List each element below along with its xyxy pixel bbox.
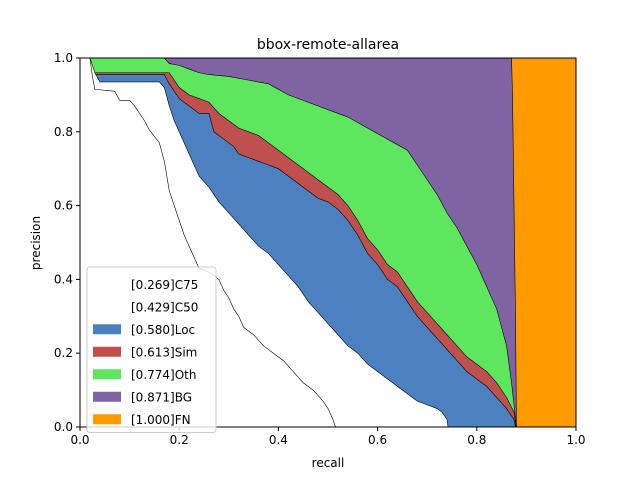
legend-swatch-fn: [93, 414, 121, 425]
curve-loc: [80, 57, 516, 428]
y-tick-label: 1.0: [54, 51, 73, 65]
axis-ticks: 0.0 0.2 0.4 0.6 0.8 1.0 0.0 0.2 0.4 0.6 0.8 1.0: [54, 51, 586, 447]
legend-swatch-c75: [93, 279, 121, 290]
x-axis-label: recall: [312, 456, 345, 470]
y-tick-label: 0.8: [54, 125, 73, 139]
legend-label-loc: [0.580]Loc: [131, 323, 195, 337]
legend-label-sim: [0.613]Sim: [131, 345, 197, 359]
x-tick-label: 1.0: [566, 433, 585, 447]
x-tick-label: 0.6: [368, 433, 387, 447]
x-tick-label: 0.4: [269, 433, 288, 447]
legend-swatch-c50: [93, 301, 121, 312]
curve-c50: [80, 57, 449, 428]
plot-border: [79, 57, 577, 428]
legend: [0.269]C75 [0.429]C50 [0.580]Loc [0.613]Sim…: [86, 266, 217, 433]
x-tick-label: 0.2: [170, 433, 189, 447]
x-tick-label: 0.0: [70, 433, 89, 447]
legend-label-c50: [0.429]C50: [131, 300, 198, 314]
curve-oth: [80, 57, 517, 428]
y-tick-label: 0.6: [54, 199, 73, 213]
legend-label-oth: [0.774]Oth: [131, 368, 196, 382]
axes-frame: [79, 57, 577, 428]
curve-sim: [80, 57, 517, 428]
chart-title: bbox-remote-allarea: [257, 37, 399, 53]
legend-swatch-bg: [93, 391, 121, 402]
legend-swatch-loc: [93, 324, 121, 335]
y-tick-label: 0.2: [54, 346, 73, 360]
legend-label-c75: [0.269]C75: [131, 278, 198, 292]
legend-label-fn: [1.000]FN: [131, 413, 191, 427]
legend-label-bg: [0.871]BG: [131, 390, 192, 404]
curve-c75: [80, 57, 336, 428]
y-axis-label: precision: [29, 216, 43, 270]
x-tick-label: 0.8: [467, 433, 486, 447]
legend-swatch-oth: [93, 369, 121, 380]
y-tick-label: 0.4: [54, 272, 73, 286]
y-tick-label: 0.0: [54, 420, 73, 434]
legend-swatch-sim: [93, 346, 121, 357]
